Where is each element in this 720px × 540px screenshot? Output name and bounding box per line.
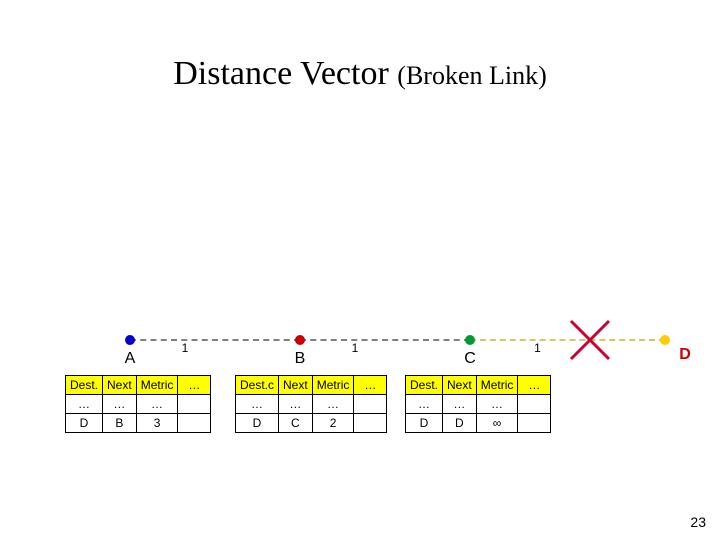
title-main: Distance Vector xyxy=(173,55,397,92)
node-C xyxy=(465,335,475,345)
table-header-cell: Metric xyxy=(476,376,518,395)
table-cell: … xyxy=(279,395,313,414)
table-cell: … xyxy=(103,395,137,414)
table-header-cell: … xyxy=(518,376,551,395)
routing-table-B: Dest.cNextMetric…………DC2 xyxy=(235,375,387,433)
node-B xyxy=(295,335,305,345)
table-cell: … xyxy=(66,395,103,414)
network-diagram: 1 1 1 A B C D xyxy=(0,335,720,375)
table-cell: D xyxy=(406,414,443,433)
table-cell: … xyxy=(236,395,279,414)
node-label-B: B xyxy=(295,350,306,368)
title-sub: (Broken Link) xyxy=(397,61,546,90)
link-label-C-D: 1 xyxy=(534,341,541,355)
table-header-cell: Next xyxy=(443,376,477,395)
table-header-cell: Next xyxy=(279,376,313,395)
node-A xyxy=(125,335,135,345)
node-label-D: D xyxy=(679,346,691,364)
node-label-A: A xyxy=(125,350,136,368)
link-label-B-C: 1 xyxy=(352,341,359,355)
table-cell: 3 xyxy=(136,414,178,433)
routing-table-C: Dest.NextMetric…………DD∞ xyxy=(405,375,551,433)
broken-link-cross-icon xyxy=(565,315,615,365)
table-header-cell: … xyxy=(354,376,387,395)
table-cell: … xyxy=(476,395,518,414)
routing-table-A: Dest.NextMetric…………DB3 xyxy=(65,375,211,433)
table-cell: … xyxy=(406,395,443,414)
table-header-cell: Next xyxy=(103,376,137,395)
table-cell: … xyxy=(312,395,354,414)
table-cell: ∞ xyxy=(476,414,518,433)
node-label-C: C xyxy=(464,350,476,368)
table-cell xyxy=(354,395,387,414)
link-label-A-B: 1 xyxy=(182,341,189,355)
table-header-cell: Metric xyxy=(312,376,354,395)
table-header-cell: Dest. xyxy=(406,376,443,395)
table-cell: B xyxy=(103,414,137,433)
table-cell: … xyxy=(136,395,178,414)
page-number: 23 xyxy=(690,514,706,530)
table-cell: C xyxy=(279,414,313,433)
table-cell: 2 xyxy=(312,414,354,433)
table-header-cell: Metric xyxy=(136,376,178,395)
table-header-cell: Dest.c xyxy=(236,376,279,395)
table-cell xyxy=(518,414,551,433)
node-D xyxy=(660,335,670,345)
table-cell xyxy=(178,414,211,433)
table-cell: D xyxy=(66,414,103,433)
link-B-C xyxy=(300,339,470,341)
table-cell xyxy=(354,414,387,433)
slide-title: Distance Vector (Broken Link) xyxy=(0,55,720,93)
table-header-cell: Dest. xyxy=(66,376,103,395)
table-cell xyxy=(178,395,211,414)
link-A-B xyxy=(130,339,300,341)
table-cell xyxy=(518,395,551,414)
table-cell: D xyxy=(236,414,279,433)
table-header-cell: … xyxy=(178,376,211,395)
table-cell: … xyxy=(443,395,477,414)
table-cell: D xyxy=(443,414,477,433)
